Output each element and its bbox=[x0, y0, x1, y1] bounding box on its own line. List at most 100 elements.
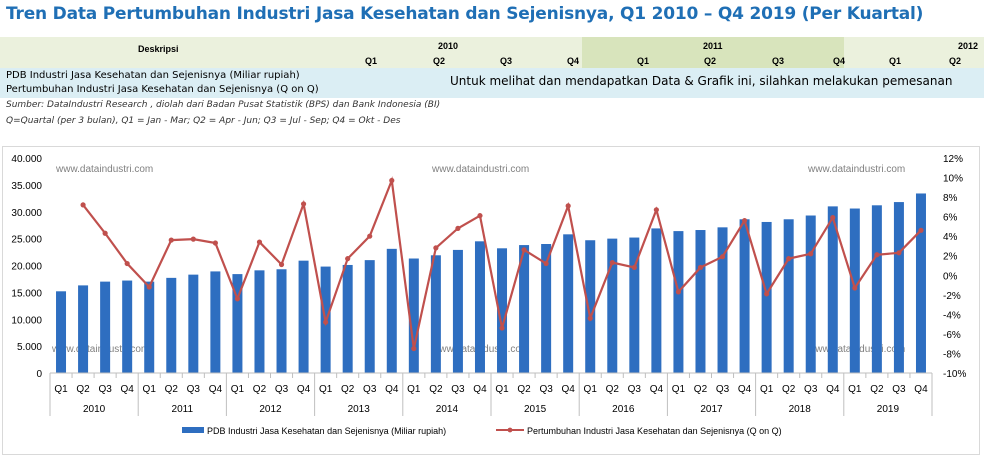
x-tick-label: Q2 bbox=[341, 384, 355, 395]
table-header-deskripsi: Deskripsi bbox=[138, 44, 179, 54]
x-tick-label: Q3 bbox=[363, 384, 377, 395]
point-growth bbox=[389, 177, 395, 184]
bar-pdb bbox=[629, 237, 640, 373]
bar-pdb bbox=[893, 202, 904, 373]
point-growth bbox=[168, 237, 174, 243]
table-header-year: 2010 bbox=[438, 41, 459, 51]
y-right-tick-label: 2% bbox=[943, 252, 958, 263]
x-tick-label: Q4 bbox=[209, 384, 223, 395]
bar-pdb bbox=[673, 231, 684, 373]
bar-pdb bbox=[541, 244, 552, 373]
point-growth bbox=[521, 247, 527, 253]
point-growth bbox=[631, 264, 637, 271]
point-growth bbox=[212, 240, 218, 246]
point-growth bbox=[786, 256, 792, 262]
x-tick-label: Q3 bbox=[539, 384, 553, 395]
legend-label: Pertumbuhan Industri Jasa Kesehatan dan … bbox=[527, 426, 782, 436]
point-growth bbox=[874, 252, 880, 258]
x-tick-label: Q4 bbox=[826, 384, 840, 395]
x-year-label: 2017 bbox=[700, 404, 723, 415]
bar-pdb bbox=[585, 240, 596, 373]
bar-pdb bbox=[122, 280, 133, 373]
x-year-label: 2013 bbox=[348, 404, 371, 415]
point-growth bbox=[367, 233, 373, 239]
point-growth bbox=[411, 345, 417, 352]
bar-pdb bbox=[519, 245, 530, 373]
x-tick-label: Q3 bbox=[98, 384, 112, 395]
x-tick-label: Q1 bbox=[584, 384, 598, 395]
x-tick-label: Q1 bbox=[319, 384, 333, 395]
x-tick-label: Q3 bbox=[804, 384, 818, 395]
x-tick-label: Q1 bbox=[231, 384, 245, 395]
legend-swatch-marker bbox=[507, 427, 513, 433]
x-year-label: 2015 bbox=[524, 404, 547, 415]
x-tick-label: Q1 bbox=[143, 384, 157, 395]
table-header-quarter: Q3 bbox=[772, 56, 785, 66]
x-tick-label: Q1 bbox=[407, 384, 421, 395]
bar-pdb bbox=[386, 248, 397, 373]
table-header-quarter: Q2 bbox=[704, 56, 717, 66]
y-left-tick-label: 25.000 bbox=[11, 235, 42, 246]
x-tick-label: Q3 bbox=[451, 384, 465, 395]
table-header-quarter: Q1 bbox=[889, 56, 902, 66]
point-growth bbox=[455, 225, 461, 231]
x-tick-label: Q2 bbox=[694, 384, 708, 395]
bar-pdb bbox=[276, 269, 287, 373]
y-right-tick-label: 8% bbox=[943, 193, 958, 204]
x-tick-label: Q2 bbox=[782, 384, 796, 395]
x-tick-label: Q2 bbox=[253, 384, 267, 395]
legend-label: PDB Industri Jasa Kesehatan dan Sejenisn… bbox=[207, 426, 446, 436]
y-left-tick-label: 40.000 bbox=[11, 154, 42, 165]
x-tick-label: Q4 bbox=[473, 384, 487, 395]
x-tick-label: Q4 bbox=[121, 384, 135, 395]
bar-pdb bbox=[78, 285, 89, 373]
bar-pdb bbox=[452, 249, 463, 373]
x-tick-label: Q2 bbox=[76, 384, 90, 395]
x-tick-label: Q4 bbox=[297, 384, 311, 395]
point-growth bbox=[499, 325, 505, 331]
point-growth bbox=[918, 227, 924, 233]
watermark-text: www.dataindustri.com bbox=[807, 164, 905, 175]
point-growth bbox=[80, 202, 86, 208]
bar-pdb bbox=[739, 219, 750, 373]
x-tick-label: Q1 bbox=[495, 384, 509, 395]
y-left-tick-label: 30.000 bbox=[11, 208, 42, 219]
point-growth bbox=[808, 251, 814, 257]
y-right-tick-label: -8% bbox=[943, 349, 961, 360]
x-year-label: 2018 bbox=[789, 404, 812, 415]
quarter-note: Q=Quartal (per 3 bulan), Q1 = Jan - Mar;… bbox=[6, 116, 401, 126]
bar-pdb bbox=[210, 271, 221, 373]
x-tick-label: Q4 bbox=[738, 384, 752, 395]
x-year-label: 2012 bbox=[259, 404, 282, 415]
y-right-tick-label: 10% bbox=[943, 174, 963, 185]
y-right-tick-label: 12% bbox=[943, 154, 963, 165]
bar-pdb bbox=[805, 215, 816, 373]
x-tick-label: Q3 bbox=[187, 384, 201, 395]
point-growth bbox=[852, 285, 858, 291]
point-growth bbox=[190, 236, 196, 242]
bar-pdb bbox=[408, 258, 419, 373]
x-tick-label: Q4 bbox=[385, 384, 399, 395]
point-growth bbox=[102, 230, 108, 236]
table-row-label: Pertumbuhan Industri Jasa Kesehatan dan … bbox=[6, 84, 319, 95]
bar-pdb bbox=[761, 221, 772, 373]
bar-pdb bbox=[651, 228, 662, 373]
point-growth bbox=[587, 315, 593, 321]
y-right-tick-label: -6% bbox=[943, 330, 961, 341]
bar-pdb bbox=[100, 281, 111, 373]
table-row-label: PDB Industri Jasa Kesehatan dan Sejenisn… bbox=[6, 70, 300, 81]
x-tick-label: Q4 bbox=[650, 384, 664, 395]
bar-pdb bbox=[188, 274, 199, 373]
x-tick-label: Q1 bbox=[54, 384, 68, 395]
bar-pdb bbox=[364, 260, 375, 373]
bar-pdb bbox=[827, 206, 838, 373]
y-right-tick-label: -4% bbox=[943, 310, 961, 321]
bar-pdb bbox=[298, 260, 309, 373]
watermark-text: www.dataindustri.com bbox=[55, 164, 153, 175]
point-growth bbox=[764, 291, 770, 297]
table-header-quarter: Q2 bbox=[949, 56, 962, 66]
point-growth bbox=[830, 215, 836, 221]
point-growth bbox=[896, 250, 902, 256]
bar-pdb bbox=[717, 227, 728, 373]
x-tick-label: Q4 bbox=[914, 384, 928, 395]
